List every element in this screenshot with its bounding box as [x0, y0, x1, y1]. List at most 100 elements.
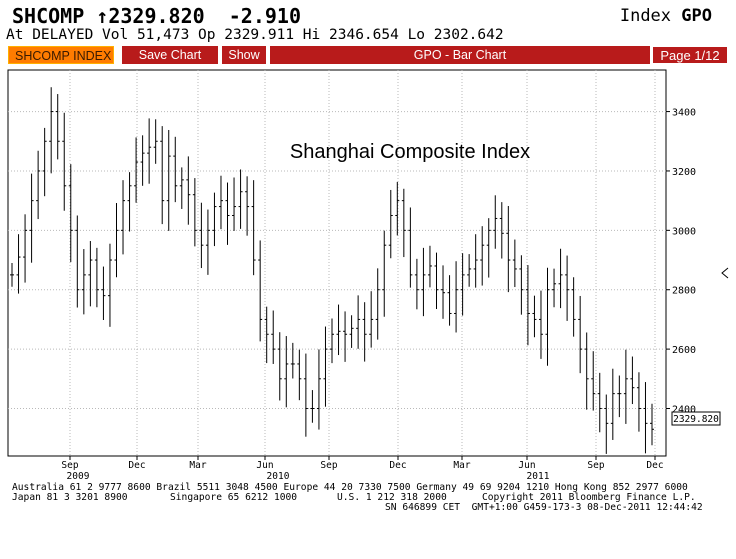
price-bar — [114, 203, 119, 278]
chart-annotation: Shanghai Composite Index — [290, 141, 530, 163]
price-bar — [388, 189, 393, 259]
price-bar — [212, 192, 217, 247]
price-bar — [630, 356, 635, 405]
x-year-label: 2011 — [527, 471, 550, 482]
price-bar — [336, 304, 341, 356]
x-tick-label: Dec — [646, 460, 663, 471]
price-bar — [232, 177, 237, 231]
price-bar — [245, 176, 250, 236]
price-bar — [134, 137, 139, 203]
x-tick-label: Mar — [189, 460, 206, 471]
price-bar — [349, 315, 354, 348]
y-tick-label: 3400 — [672, 108, 696, 119]
price-bar — [369, 291, 374, 348]
price-bar — [460, 253, 465, 316]
price-bar — [558, 248, 563, 309]
price-bar — [447, 275, 452, 326]
security-header: SHCOMP ↑2329.820 -2.910 Index GPO At DEL… — [0, 0, 736, 44]
x-tick-label: Jun — [518, 460, 535, 471]
price-bar — [107, 243, 112, 327]
price-bar — [356, 295, 361, 349]
price-bar — [610, 368, 615, 440]
page-indicator[interactable]: Page 1/12 — [652, 46, 728, 64]
price-bar — [617, 375, 622, 418]
price-bar — [454, 261, 459, 333]
price-bar — [75, 215, 80, 308]
function-code: GPO — [681, 6, 712, 26]
show-button[interactable]: Show — [222, 46, 266, 64]
price-bar — [127, 172, 132, 232]
x-tick-label: Sep — [587, 460, 604, 471]
index-code: Index GPO — [620, 6, 712, 26]
price-bar — [362, 302, 367, 362]
price-bar — [29, 173, 34, 263]
x-tick-label: Mar — [453, 460, 470, 471]
price-bar — [101, 266, 106, 321]
price-bar — [636, 372, 641, 432]
price-bar — [225, 182, 230, 245]
price-bar — [401, 188, 406, 258]
price-bar — [343, 311, 348, 362]
price-bar — [538, 290, 543, 359]
x-year-label: 2010 — [267, 471, 290, 482]
price-bar — [81, 249, 86, 315]
price-bar — [10, 263, 14, 287]
price-bar — [382, 230, 387, 317]
price-bar — [467, 254, 472, 287]
y-axis: 3400 3200 3000 2800 2600 2400 — [666, 108, 696, 415]
price-bar — [297, 349, 302, 401]
x-tick-label: Sep — [320, 460, 337, 471]
price-bar — [519, 255, 524, 315]
y-tick-label: 3200 — [672, 167, 696, 178]
price-bar — [584, 332, 589, 410]
price-bar — [173, 136, 178, 203]
price-bar — [55, 94, 60, 160]
price-bar — [277, 332, 282, 401]
price-bar — [49, 87, 54, 174]
y-tick-label: 2600 — [672, 345, 696, 356]
price-bar — [264, 306, 269, 364]
grid-lines — [8, 70, 666, 456]
price-bar — [186, 156, 191, 225]
price-bar — [251, 180, 256, 276]
chart-area[interactable]: 3400 3200 3000 2800 2600 2400 Sep Dec Mar Jun Sep… — [0, 66, 736, 527]
price-bar — [147, 118, 152, 184]
price-bar — [525, 265, 530, 346]
price-bar — [421, 247, 426, 317]
footer-session: SN 646899 CET GMT+1:00 G459-173-3 08-Dec… — [385, 502, 703, 513]
price-bar — [650, 403, 654, 446]
price-bar — [552, 268, 557, 308]
price-bar — [565, 255, 570, 321]
price-bar — [434, 252, 439, 310]
index-label: Index — [619, 6, 672, 26]
security-field[interactable]: SHCOMP INDEX — [8, 46, 114, 64]
price-bar — [499, 202, 504, 259]
price-bar — [16, 234, 21, 294]
price-bar — [258, 240, 263, 342]
price-bar — [160, 126, 165, 225]
price-bar — [23, 214, 28, 283]
price-bar — [375, 268, 380, 340]
x-year-label: 2009 — [67, 471, 90, 482]
price-bar — [597, 372, 602, 433]
price-bar — [571, 277, 576, 337]
footer-singapore: Singapore 65 6212 1000 — [170, 492, 298, 503]
price-bar — [512, 239, 517, 288]
price-bar — [395, 181, 400, 236]
price-bar — [493, 195, 498, 249]
price-bar — [480, 226, 485, 286]
price-bar — [408, 207, 413, 288]
price-bar — [441, 265, 446, 319]
price-bar — [532, 295, 537, 338]
scroll-arrow-icon[interactable] — [721, 267, 729, 279]
y-tick-label: 2800 — [672, 286, 696, 297]
price-bar — [643, 382, 648, 454]
footer: Australia 61 2 9777 8600 Brazil 5511 304… — [12, 482, 703, 559]
price-bar — [218, 175, 223, 230]
price-bar — [153, 119, 158, 164]
save-chart-button[interactable]: Save Chart — [122, 46, 218, 64]
price-bar — [330, 318, 334, 364]
price-bar — [284, 336, 289, 408]
price-bar — [140, 135, 145, 186]
